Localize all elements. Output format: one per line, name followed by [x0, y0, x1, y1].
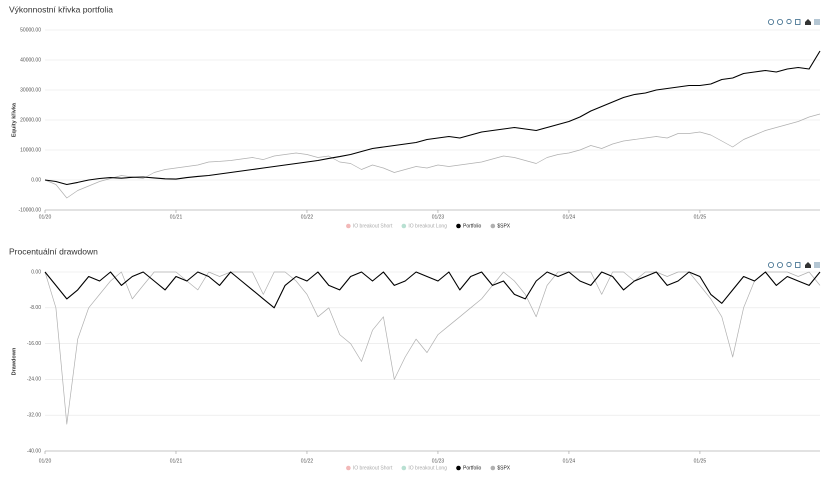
y-tick-label: -40.00	[27, 448, 41, 454]
pan[interactable]	[795, 262, 801, 268]
x-tick-label: 01/20	[39, 458, 52, 464]
toolbar[interactable]	[768, 261, 820, 268]
x-tick-label: 01/22	[301, 214, 314, 220]
legend-label: IO breakout Short	[353, 465, 393, 471]
legend-marker	[346, 465, 351, 471]
x-tick-label: 01/22	[301, 458, 314, 464]
x-tick-label: 01/23	[432, 214, 445, 220]
x-tick-label: 01/21	[170, 458, 183, 464]
y-tick-label: 10000.00	[20, 147, 41, 153]
series-line	[44, 50, 821, 186]
x-tick-label: 01/24	[563, 458, 576, 464]
x-tick-label: 01/25	[694, 214, 707, 220]
y-tick-label: -16.00	[27, 341, 41, 347]
y-tick-label: 0.00	[31, 269, 41, 275]
chart-title: Procentuální drawdown	[9, 246, 98, 256]
toolbar[interactable]	[768, 18, 820, 25]
x-tick-label: 01/21	[170, 214, 183, 220]
legend-item[interactable]: IO breakout Long	[401, 223, 448, 229]
y-tick-label: -32.00	[27, 413, 41, 419]
zoom-out[interactable]	[777, 262, 784, 268]
legend-marker	[456, 223, 461, 229]
menu[interactable]	[814, 262, 820, 268]
legend-label: IO breakout Long	[408, 465, 447, 471]
series-line	[44, 271, 821, 425]
y-tick-label: -24.00	[27, 377, 41, 383]
series-line	[44, 113, 821, 199]
legend-item[interactable]: Portfolio	[456, 465, 482, 471]
legend-marker	[401, 465, 407, 471]
legend-marker	[490, 465, 496, 471]
home[interactable]	[805, 262, 811, 268]
y-tick-label: 30000.00	[20, 87, 41, 93]
y-axis-label: Drawdown	[11, 347, 17, 375]
series-line	[44, 271, 821, 309]
zoom-in[interactable]	[768, 262, 775, 268]
legend: IO breakout Short IO breakout Long Portfol…	[346, 465, 511, 471]
legend-item[interactable]: Portfolio	[456, 223, 482, 229]
legend-marker	[401, 223, 407, 229]
legend-marker	[346, 223, 351, 229]
zoom-out[interactable]	[777, 19, 784, 25]
legend-marker	[456, 465, 461, 471]
legend-item[interactable]: IO breakout Long	[401, 465, 448, 471]
legend-label: Portfolio	[463, 465, 482, 471]
x-tick-label: 01/20	[39, 214, 52, 220]
home[interactable]	[805, 19, 811, 25]
pan[interactable]	[795, 19, 801, 25]
x-tick-label: 01/23	[432, 458, 445, 464]
legend-item[interactable]: $SPX	[490, 465, 511, 471]
chart-title: Výkonnostní křivka portfolia	[9, 4, 113, 14]
legend-item[interactable]: IO breakout Short	[346, 223, 393, 229]
legend-label: Portfolio	[463, 223, 482, 229]
search[interactable]	[786, 18, 792, 25]
legend-item[interactable]: IO breakout Short	[346, 465, 393, 471]
legend-item[interactable]: $SPX	[490, 223, 511, 229]
menu[interactable]	[814, 19, 820, 25]
y-tick-label: 50000.00	[20, 27, 41, 33]
legend-label: IO breakout Long	[408, 223, 447, 229]
y-tick-label: 0.00	[31, 177, 41, 183]
legend: IO breakout Short IO breakout Long Portfol…	[346, 223, 511, 229]
legend-marker	[490, 223, 496, 229]
y-tick-label: 40000.00	[20, 57, 41, 63]
y-axis-label: Equity křivka	[11, 102, 17, 137]
search[interactable]	[786, 261, 792, 268]
legend-label: IO breakout Short	[353, 223, 393, 229]
legend-label: $SPX	[497, 465, 510, 471]
y-tick-label: 20000.00	[20, 117, 41, 123]
y-tick-label: -10000.00	[18, 207, 41, 213]
x-tick-label: 01/25	[694, 458, 707, 464]
x-tick-label: 01/24	[563, 214, 576, 220]
zoom-in[interactable]	[768, 19, 775, 25]
legend-label: $SPX	[497, 223, 510, 229]
y-tick-label: -8.00	[30, 305, 42, 311]
